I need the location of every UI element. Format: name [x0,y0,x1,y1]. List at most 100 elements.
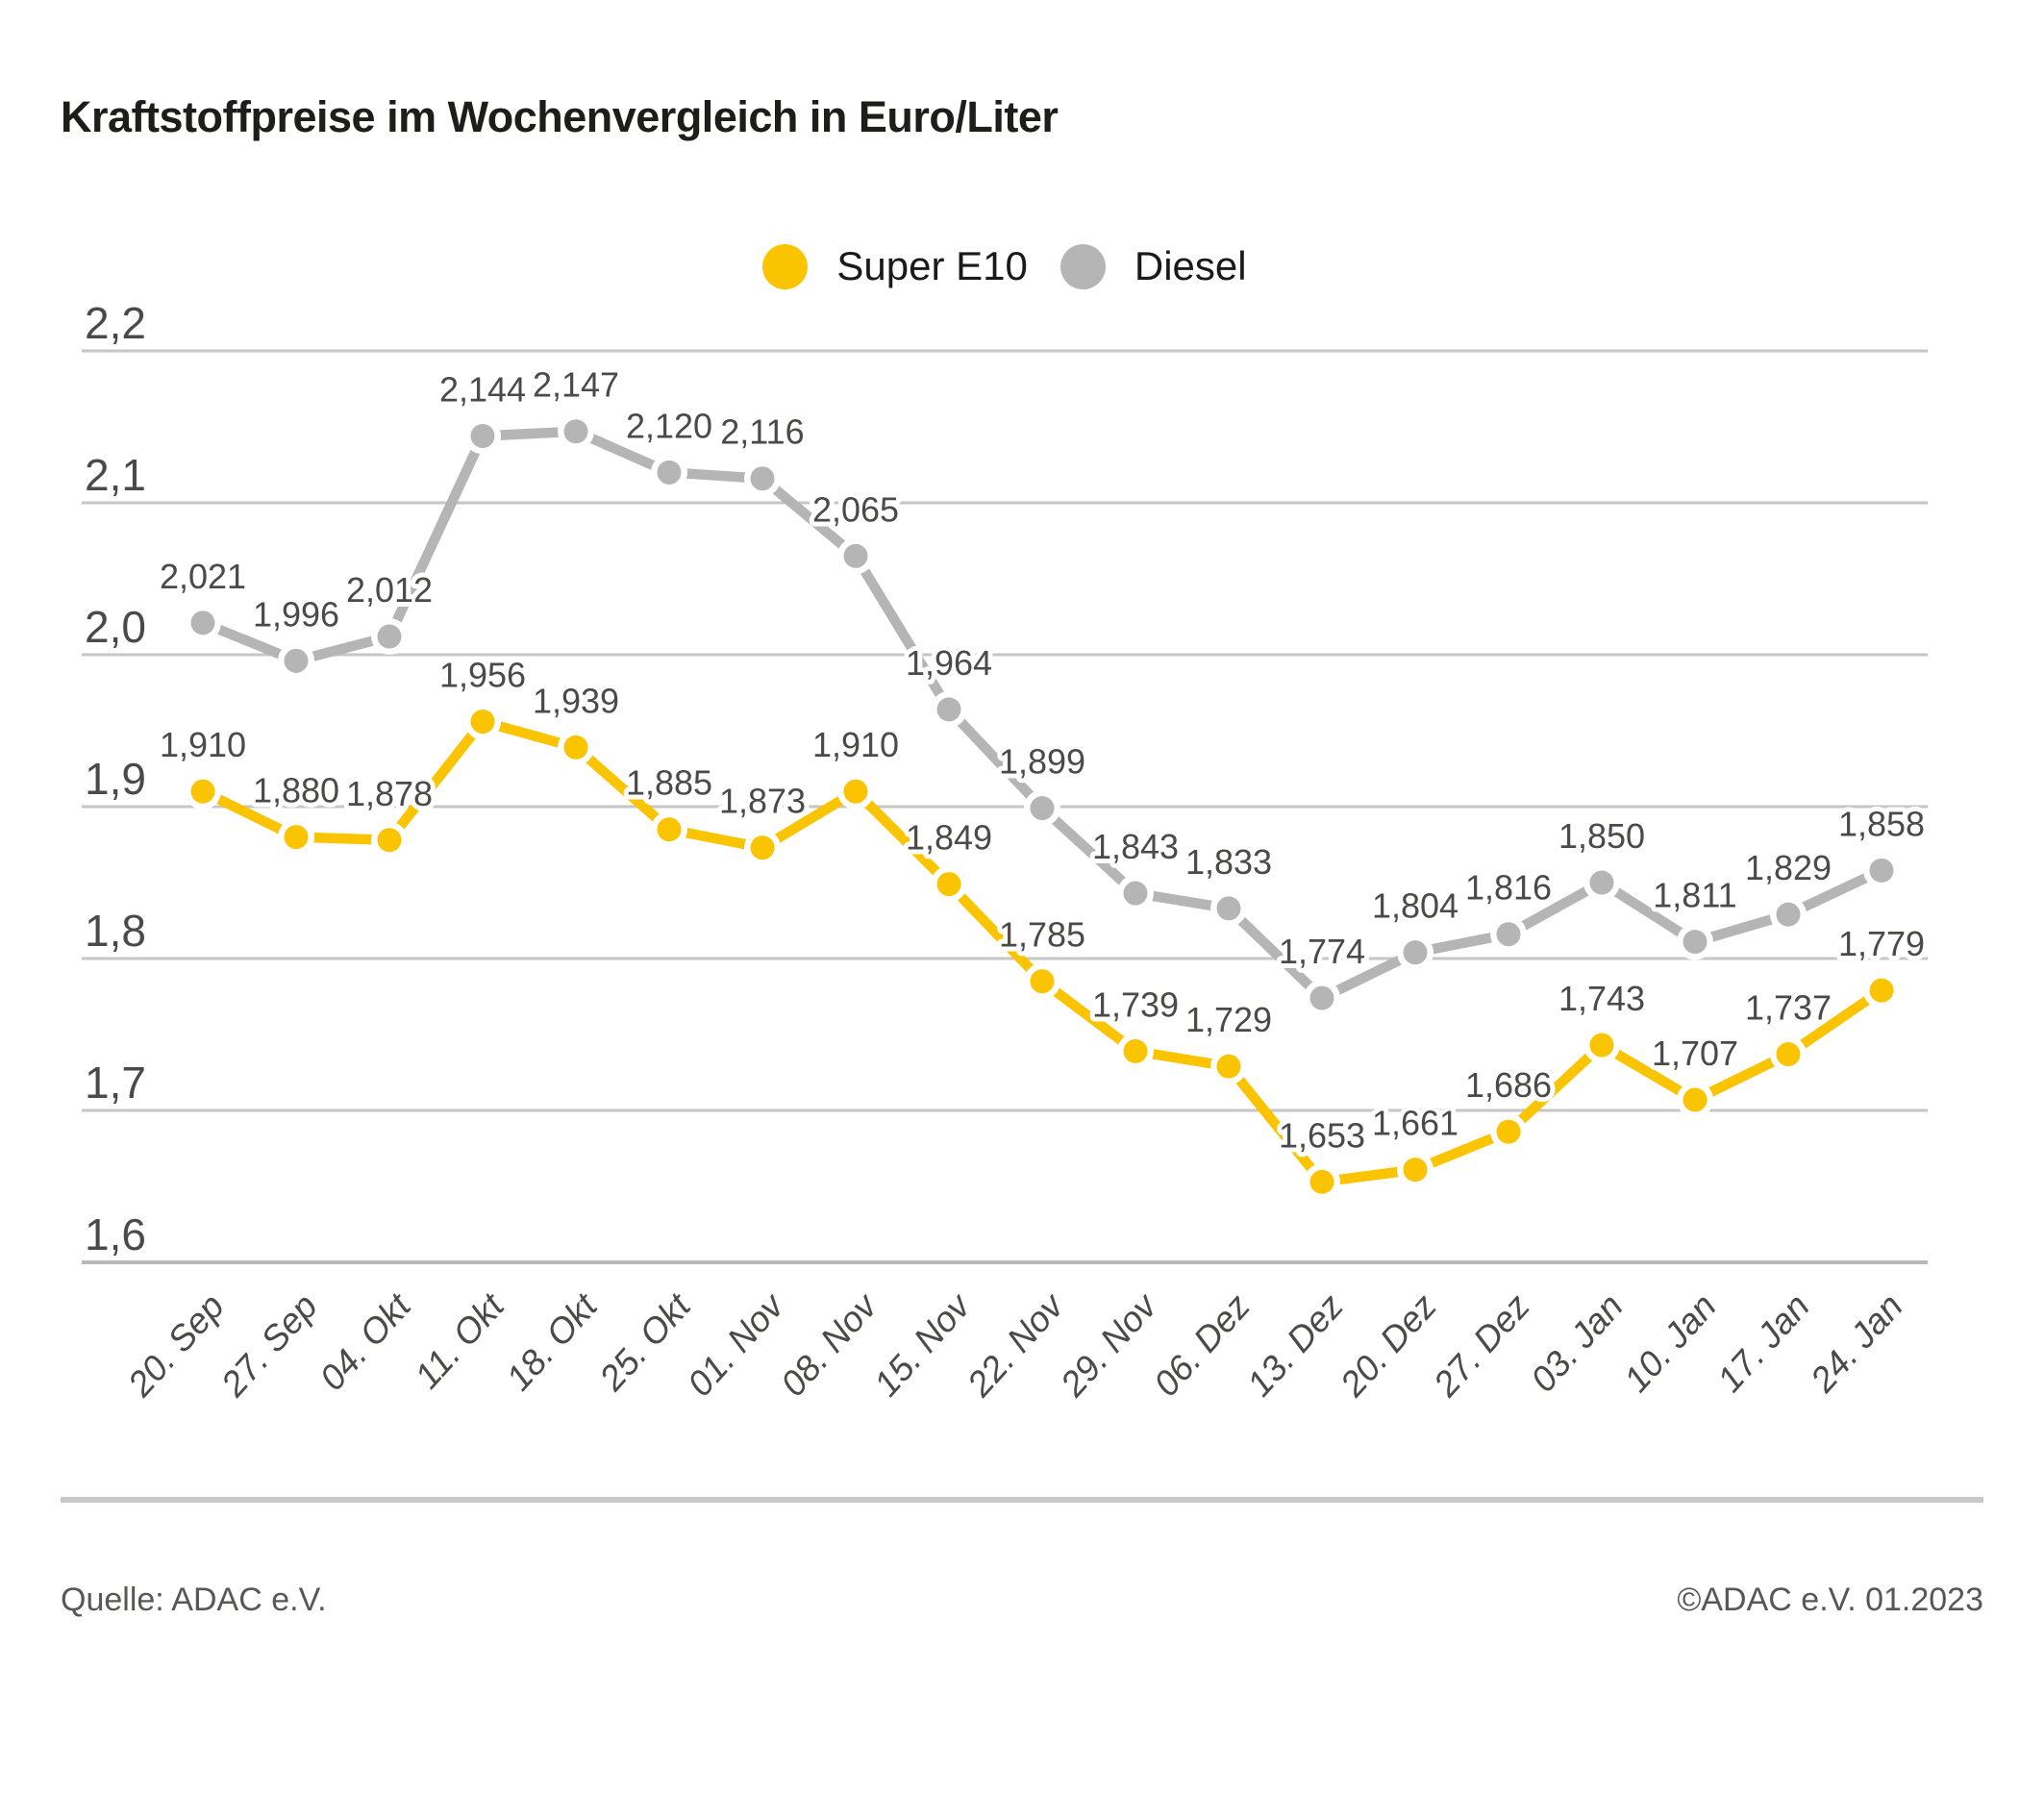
diesel-point [1869,858,1894,883]
diesel-point-label: 1,850 [1558,816,1645,856]
footer-divider [61,1497,1983,1503]
x-axis-label: 01. Nov [680,1284,792,1404]
super-e10-point-label: 1,743 [1558,979,1645,1018]
diesel-point-label: 1,833 [1185,842,1272,882]
diesel-point-label: 1,899 [999,742,1085,782]
super-e10-point [750,835,775,860]
super-e10-point-label: 1,910 [812,725,899,764]
diesel-point [470,423,495,448]
super-e10-point [563,735,588,760]
x-axis-label: 17. Jan [1709,1286,1817,1400]
super-e10-point-label: 1,661 [1372,1104,1458,1143]
super-e10-point-label: 1,849 [906,818,992,858]
diesel-point [657,460,682,485]
diesel-point [1776,902,1801,927]
diesel-point-label: 2,012 [346,570,433,610]
super-e10-point [1216,1054,1241,1079]
chart-title: Kraftstoffpreise im Wochenvergleich in E… [61,92,1059,141]
super-e10-point-label: 1,878 [346,774,433,813]
super-e10-point [284,825,309,850]
diesel-point-label: 1,829 [1745,848,1832,887]
x-axis-label: 03. Jan [1523,1286,1631,1400]
super-e10-legend-dot-icon [762,243,809,289]
super-e10-point-label: 1,785 [999,915,1085,955]
x-axis-label: 27. Sep [212,1286,324,1405]
legend: Super E10 Diesel [0,243,2009,289]
diesel-point-label: 1,964 [906,643,992,683]
diesel-point [190,610,215,635]
diesel-point-label: 2,116 [720,412,804,452]
super-e10-point-label: 1,707 [1652,1034,1738,1073]
y-axis-label: 1,8 [85,906,146,956]
super-e10-point-label: 1,739 [1092,984,1179,1024]
legend-label-super-e10: Super E10 [836,243,1028,288]
super-e10-point [1683,1087,1707,1112]
diesel-point [1403,940,1428,965]
x-axis-label: 08. Nov [773,1284,885,1404]
x-axis-label: 24. Jan [1803,1286,1910,1400]
super-e10-point-label: 1,729 [1185,1000,1272,1039]
diesel-point [377,624,402,649]
legend-item-diesel: Diesel [1059,243,1247,289]
diesel-line [201,426,1884,1004]
y-axis-label: 1,6 [85,1209,146,1259]
diesel-point-label: 2,147 [533,365,619,405]
diesel-point-label: 2,065 [812,489,899,529]
super-e10-point [1123,1038,1148,1063]
x-axis-label: 11. Okt [408,1285,513,1396]
y-axis-label: 2,2 [85,298,146,348]
y-axis-label: 1,7 [85,1058,146,1108]
diesel-point-label: 1,774 [1279,932,1365,971]
super-e10-point-label: 1,779 [1838,924,1925,963]
x-axis-label: 13. Dez [1239,1286,1351,1404]
super-e10-point [190,779,215,804]
diesel-point [750,466,775,491]
diesel-point [1123,881,1148,906]
super-e10-point [1403,1158,1428,1183]
super-e10-point [1030,969,1055,994]
diesel-point [1589,870,1614,895]
diesel-point [563,419,588,444]
diesel-point-label: 1,816 [1465,868,1552,908]
diesel-point [1309,985,1334,1010]
x-axis-label: 20. Sep [119,1286,231,1405]
diesel-point-label: 1,804 [1372,886,1458,926]
x-axis-label: 10. Jan [1616,1286,1724,1400]
super-e10-point-label: 1,653 [1279,1115,1365,1155]
super-e10-point-label: 1,880 [253,771,339,810]
diesel-point [1216,896,1241,921]
diesel-point [936,697,961,722]
super-e10-point-label: 1,910 [160,725,246,764]
super-e10-point-label: 1,873 [719,782,806,821]
super-e10-point-label: 1,885 [626,763,712,803]
diesel-point [843,543,868,568]
legend-label-diesel: Diesel [1134,243,1247,288]
x-axis-label: 22. Nov [959,1284,1072,1405]
diesel-point-label: 1,996 [253,594,339,634]
x-axis-label: 04. Okt [312,1285,419,1398]
super-e10-point [936,872,961,897]
super-e10-point-label: 1,686 [1465,1065,1552,1105]
diesel-legend-dot-icon [1059,243,1106,289]
y-axis-label: 2,0 [85,602,146,652]
x-axis-label: 27. Dez [1425,1286,1536,1405]
copyright-note: ©ADAC e.V. 01.2023 [1677,1582,1983,1618]
diesel-point [1683,930,1707,955]
super-e10-point [843,779,868,804]
diesel-point [1030,796,1055,821]
diesel-point-label: 1,843 [1092,827,1179,866]
diesel-point-label: 1,858 [1838,804,1925,843]
legend-item-super-e10: Super E10 [762,243,1028,289]
diesel-point-label: 1,811 [1653,876,1736,915]
super-e10-point-label: 1,939 [533,681,619,720]
diesel-point-label: 2,021 [160,557,246,596]
source-note: Quelle: ADAC e.V. [61,1582,327,1618]
super-e10-point [377,828,402,853]
diesel-point-label: 2,144 [439,369,526,409]
x-axis-label: 15. Nov [866,1284,979,1404]
footer: Quelle: ADAC e.V. ©ADAC e.V. 01.2023 [61,1582,1983,1619]
x-axis-label: 06. Dez [1146,1286,1258,1404]
super-e10-point [1309,1169,1334,1194]
